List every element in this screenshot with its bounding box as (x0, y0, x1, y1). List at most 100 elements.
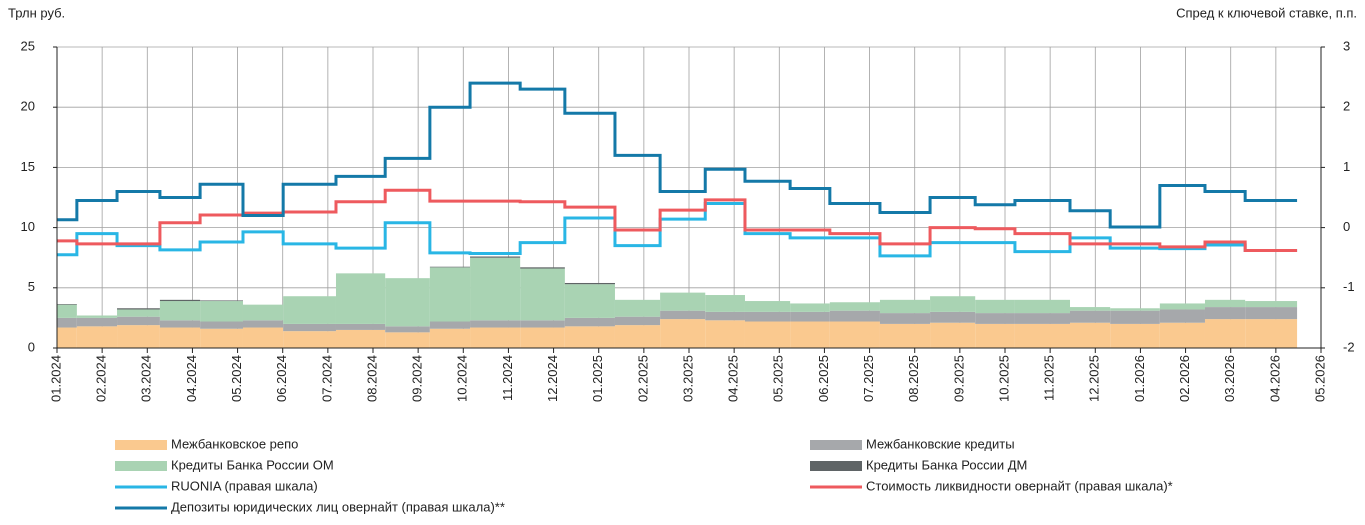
area-segment (520, 268, 565, 321)
x-tick-label: 06.2025 (816, 355, 831, 402)
area-segment (385, 332, 430, 348)
area-segment (930, 296, 976, 312)
area-segment (470, 320, 521, 328)
area-segment (200, 328, 243, 348)
area-segment (1159, 303, 1205, 310)
area-segment (283, 296, 336, 324)
area-segment (705, 311, 745, 321)
legend-swatch (810, 461, 862, 471)
x-tick-label: 11.2024 (500, 355, 515, 401)
x-tick-label: 10.2024 (455, 355, 470, 402)
x-tick-label: 03.2026 (1222, 355, 1237, 402)
area-segment (1110, 323, 1160, 348)
x-tick-label: 04.2026 (1267, 355, 1282, 402)
area-segment (57, 304, 77, 305)
y2-tick-label: -2 (1343, 339, 1355, 354)
area-segment (660, 319, 706, 348)
area-segment (242, 304, 284, 321)
area-segment (1070, 322, 1111, 348)
area-segment (1110, 310, 1160, 324)
x-tick-label: 02.2026 (1177, 355, 1192, 402)
y2-axis-title: Спред к ключевой ставке, п.п. (1176, 5, 1357, 20)
x-tick-label: 01.2025 (590, 355, 605, 402)
area-segment (879, 313, 931, 324)
legend-label: Межбанковские кредиты (866, 436, 1015, 451)
area-segment (1070, 307, 1111, 311)
area-segment (1204, 319, 1246, 348)
area-segment (429, 267, 471, 322)
x-tick-label: 04.2024 (184, 355, 199, 402)
area-segment (335, 273, 386, 324)
area-segment (385, 326, 430, 333)
legend-swatch (115, 461, 167, 471)
x-tick-label: 07.2025 (861, 355, 876, 402)
step-line (57, 202, 1298, 258)
area-segment (879, 323, 931, 348)
x-tick-label: 12.2025 (1087, 355, 1102, 402)
area-segment (1014, 323, 1071, 348)
area-segment (705, 320, 745, 348)
area-segment (335, 323, 386, 330)
x-tick-label: 08.2024 (364, 355, 379, 402)
x-tick-label: 05.2024 (229, 355, 244, 402)
area-segment (614, 325, 661, 348)
x-tick-label: 09.2024 (410, 355, 425, 402)
area-segment (242, 327, 284, 348)
area-segment (975, 313, 1015, 324)
y-tick-label: 15 (21, 159, 35, 174)
y-tick-label: 0 (28, 339, 35, 354)
area-segment (470, 256, 521, 258)
y2-tick-label: 0 (1343, 219, 1350, 234)
area-segment (564, 282, 615, 285)
x-tick-label: 12.2024 (545, 355, 560, 402)
area-segment (930, 311, 976, 323)
y-tick-label: 20 (21, 99, 35, 114)
area-segment (200, 321, 243, 329)
legend-label: Кредиты Банка России ДМ (866, 457, 1027, 472)
area-segment (1159, 322, 1205, 348)
y-tick-label: 10 (21, 219, 35, 234)
area-segment (520, 267, 565, 269)
area-segment (242, 320, 284, 328)
x-tick-label: 07.2024 (319, 355, 334, 402)
y2-tick-label: 3 (1343, 38, 1350, 53)
area-segment (1245, 301, 1298, 308)
x-tick-label: 01.2026 (1132, 355, 1147, 402)
legend-label: Депозиты юридических лиц овернайт (права… (171, 499, 505, 514)
x-tick-label: 11.2025 (1042, 355, 1057, 401)
x-tick-label: 04.2025 (726, 355, 741, 402)
area-segment (520, 327, 565, 348)
area-segment (57, 304, 77, 318)
legend-swatch (810, 440, 862, 450)
legend-label: Межбанковское репо (171, 436, 298, 451)
area-segment (117, 309, 160, 317)
x-tick-label: 03.2024 (139, 355, 154, 402)
y-axis-title: Трлн руб. (8, 5, 65, 20)
area-segment (1014, 299, 1071, 314)
area-segment (564, 326, 615, 348)
y2-tick-label: -1 (1343, 279, 1355, 294)
area-segment (200, 300, 243, 302)
area-segment (117, 316, 160, 326)
x-tick-label: 08.2025 (906, 355, 921, 402)
area-segment (429, 266, 471, 268)
area-segment (564, 317, 615, 327)
x-tick-label: 02.2025 (635, 355, 650, 402)
area-segment (829, 310, 880, 322)
area-segment (975, 323, 1015, 348)
area-segment (283, 323, 336, 332)
area-segment (159, 299, 201, 302)
y2-tick-label: 2 (1343, 99, 1350, 114)
area-segment (76, 315, 118, 318)
area-segment (57, 327, 77, 348)
area-segment (790, 311, 830, 322)
x-tick-label: 05.2025 (771, 355, 786, 402)
x-tick-label: 03.2025 (680, 355, 695, 402)
area-segment (744, 321, 791, 348)
x-tick-label: 06.2024 (274, 355, 289, 402)
area-segment (429, 321, 471, 329)
x-tick-label: 05.2026 (1312, 355, 1327, 402)
area-segment (117, 308, 160, 310)
y-tick-label: 5 (28, 279, 35, 294)
